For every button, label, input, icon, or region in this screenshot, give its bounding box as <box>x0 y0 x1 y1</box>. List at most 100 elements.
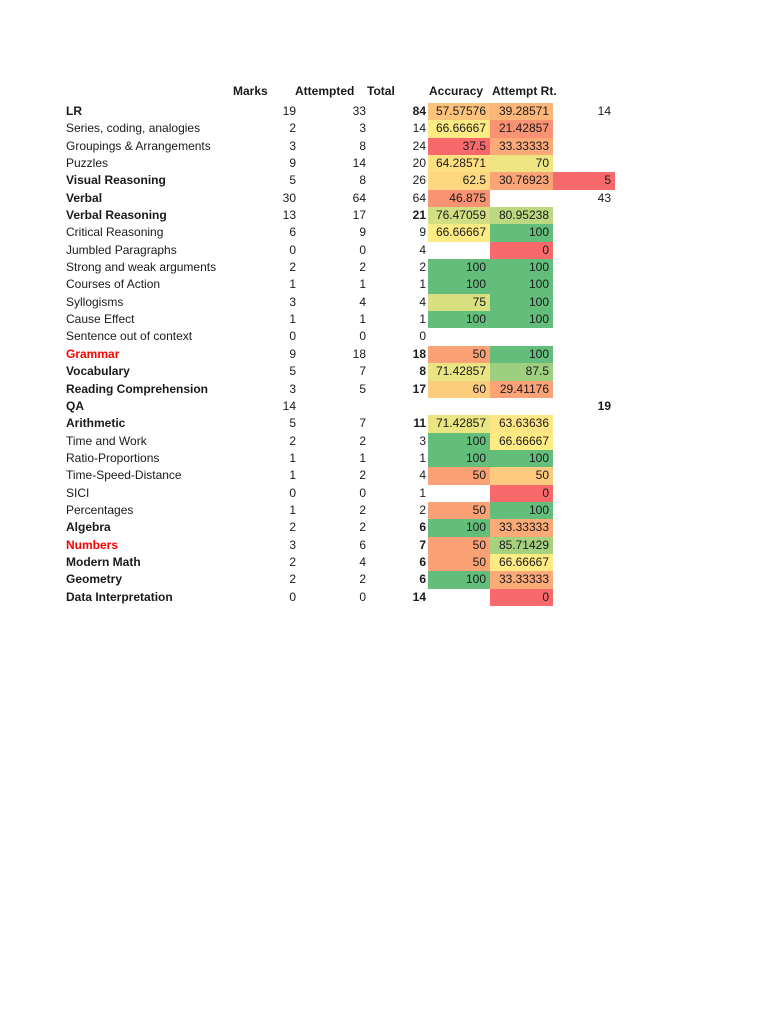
total-cell[interactable]: 4 <box>419 242 426 257</box>
accuracy-cell[interactable]: 66.66667 <box>428 120 490 138</box>
topic-label-cell[interactable]: Jumbled Paragraphs <box>66 242 177 257</box>
accuracy-cell[interactable]: 71.42857 <box>428 363 490 381</box>
attempt-rate-cell[interactable]: 80.95238 <box>490 207 553 225</box>
attempted-cell[interactable]: 7 <box>359 364 366 379</box>
attempted-cell[interactable]: 6 <box>359 537 366 552</box>
attempted-cell[interactable]: 0 <box>359 242 366 257</box>
topic-label-cell[interactable]: SICI <box>66 485 90 500</box>
marks-cell[interactable]: 5 <box>289 173 296 188</box>
topic-label-cell[interactable]: Vocabulary <box>66 364 130 379</box>
extra-count-cell[interactable] <box>553 294 615 311</box>
extra-count-cell[interactable] <box>553 554 615 571</box>
extra-count-cell[interactable] <box>553 467 615 484</box>
topic-label-cell[interactable]: Time-Speed-Distance <box>66 468 182 483</box>
marks-cell[interactable]: 5 <box>289 416 296 431</box>
extra-count-cell[interactable] <box>553 120 615 137</box>
marks-cell[interactable]: 0 <box>289 329 296 344</box>
marks-cell[interactable]: 0 <box>289 242 296 257</box>
accuracy-cell[interactable]: 100 <box>428 519 490 537</box>
accuracy-cell[interactable]: 50 <box>428 553 490 572</box>
attempted-cell[interactable]: 2 <box>359 520 366 535</box>
extra-count-cell[interactable] <box>553 346 615 363</box>
topic-label-cell[interactable]: Courses of Action <box>66 277 161 292</box>
accuracy-cell[interactable]: 50 <box>428 345 490 364</box>
attempt-rate-cell[interactable] <box>490 398 553 415</box>
marks-cell[interactable]: 1 <box>289 450 296 465</box>
attempted-cell[interactable]: 9 <box>359 225 366 240</box>
accuracy-cell[interactable] <box>428 242 490 259</box>
header-attempted[interactable]: Attempted <box>295 84 355 98</box>
extra-count-cell[interactable]: 5 <box>553 172 615 190</box>
total-cell[interactable]: 24 <box>412 138 426 153</box>
extra-count-cell[interactable] <box>553 224 615 241</box>
total-cell[interactable]: 3 <box>419 433 426 448</box>
total-cell[interactable]: 0 <box>419 329 426 344</box>
topic-label-cell[interactable]: Visual Reasoning <box>66 173 166 188</box>
attempted-cell[interactable]: 64 <box>352 190 366 205</box>
marks-cell[interactable]: 3 <box>289 537 296 552</box>
topic-label-cell[interactable]: Arithmetic <box>66 416 126 431</box>
attempt-rate-cell[interactable]: 33.33333 <box>490 571 553 589</box>
extra-count-cell[interactable] <box>553 138 615 155</box>
marks-cell[interactable]: 13 <box>282 208 296 223</box>
attempt-rate-cell[interactable]: 33.33333 <box>490 137 553 156</box>
marks-cell[interactable]: 9 <box>289 346 296 361</box>
attempted-cell[interactable]: 2 <box>359 468 366 483</box>
attempt-rate-cell[interactable]: 100 <box>490 449 553 468</box>
marks-cell[interactable]: 2 <box>289 520 296 535</box>
attempt-rate-cell[interactable]: 100 <box>490 501 553 520</box>
attempt-rate-cell[interactable]: 63.63636 <box>490 415 553 433</box>
accuracy-cell[interactable]: 100 <box>428 449 490 468</box>
attempted-cell[interactable]: 3 <box>359 121 366 136</box>
accuracy-cell[interactable]: 46.875 <box>428 189 490 208</box>
marks-cell[interactable]: 1 <box>289 502 296 517</box>
total-cell[interactable]: 21 <box>412 208 426 223</box>
topic-label-cell[interactable]: Verbal Reasoning <box>66 208 167 223</box>
attempt-rate-cell[interactable]: 29.41176 <box>490 380 553 398</box>
attempted-cell[interactable]: 2 <box>359 260 366 275</box>
total-cell[interactable]: 6 <box>419 554 426 569</box>
total-cell[interactable]: 17 <box>412 381 426 396</box>
topic-label-cell[interactable]: Geometry <box>66 572 123 587</box>
extra-count-cell[interactable]: 14 <box>597 104 611 118</box>
header-marks[interactable]: Marks <box>233 84 268 98</box>
topic-label-cell[interactable]: Syllogisms <box>66 294 124 309</box>
attempted-cell[interactable] <box>296 398 366 415</box>
extra-count-cell[interactable] <box>553 519 615 536</box>
attempt-rate-cell[interactable]: 100 <box>490 224 553 242</box>
accuracy-cell[interactable]: 57.57576 <box>428 103 490 121</box>
attempt-rate-cell[interactable]: 21.42857 <box>490 120 553 138</box>
attempted-cell[interactable]: 0 <box>359 589 366 604</box>
extra-count-cell[interactable] <box>553 537 615 554</box>
total-cell[interactable]: 8 <box>419 364 426 379</box>
attempted-cell[interactable]: 5 <box>359 381 366 396</box>
marks-cell[interactable]: 1 <box>289 277 296 292</box>
total-cell[interactable]: 6 <box>419 520 426 535</box>
extra-count-cell[interactable] <box>553 311 615 328</box>
extra-count-cell[interactable] <box>553 450 615 467</box>
total-cell[interactable]: 7 <box>419 537 426 552</box>
total-cell[interactable]: 64 <box>412 190 426 205</box>
attempt-rate-cell[interactable]: 33.33333 <box>490 519 553 537</box>
total-cell[interactable]: 1 <box>419 277 426 292</box>
marks-cell[interactable]: 5 <box>289 364 296 379</box>
topic-label-cell[interactable]: Algebra <box>66 520 111 535</box>
attempted-cell[interactable]: 8 <box>359 173 366 188</box>
topic-label-cell[interactable]: LR <box>66 104 82 118</box>
marks-cell[interactable]: 0 <box>289 589 296 604</box>
attempt-rate-cell[interactable]: 70 <box>490 155 553 173</box>
attempt-rate-cell[interactable]: 30.76923 <box>490 172 553 190</box>
attempted-cell[interactable]: 2 <box>359 572 366 587</box>
extra-count-cell[interactable] <box>553 328 615 345</box>
accuracy-cell[interactable]: 50 <box>428 501 490 520</box>
marks-cell[interactable]: 14 <box>282 398 296 413</box>
topic-label-cell[interactable]: Cause Effect <box>66 312 135 327</box>
attempt-rate-cell[interactable]: 0 <box>490 484 553 502</box>
total-cell[interactable]: 1 <box>419 485 426 500</box>
total-cell[interactable]: 18 <box>412 346 426 361</box>
topic-label-cell[interactable]: Grammar <box>66 346 120 361</box>
accuracy-cell[interactable]: 62.5 <box>428 172 490 190</box>
extra-count-cell[interactable] <box>553 589 615 606</box>
extra-count-cell[interactable]: 19 <box>597 398 611 413</box>
attempted-cell[interactable]: 18 <box>352 346 366 361</box>
